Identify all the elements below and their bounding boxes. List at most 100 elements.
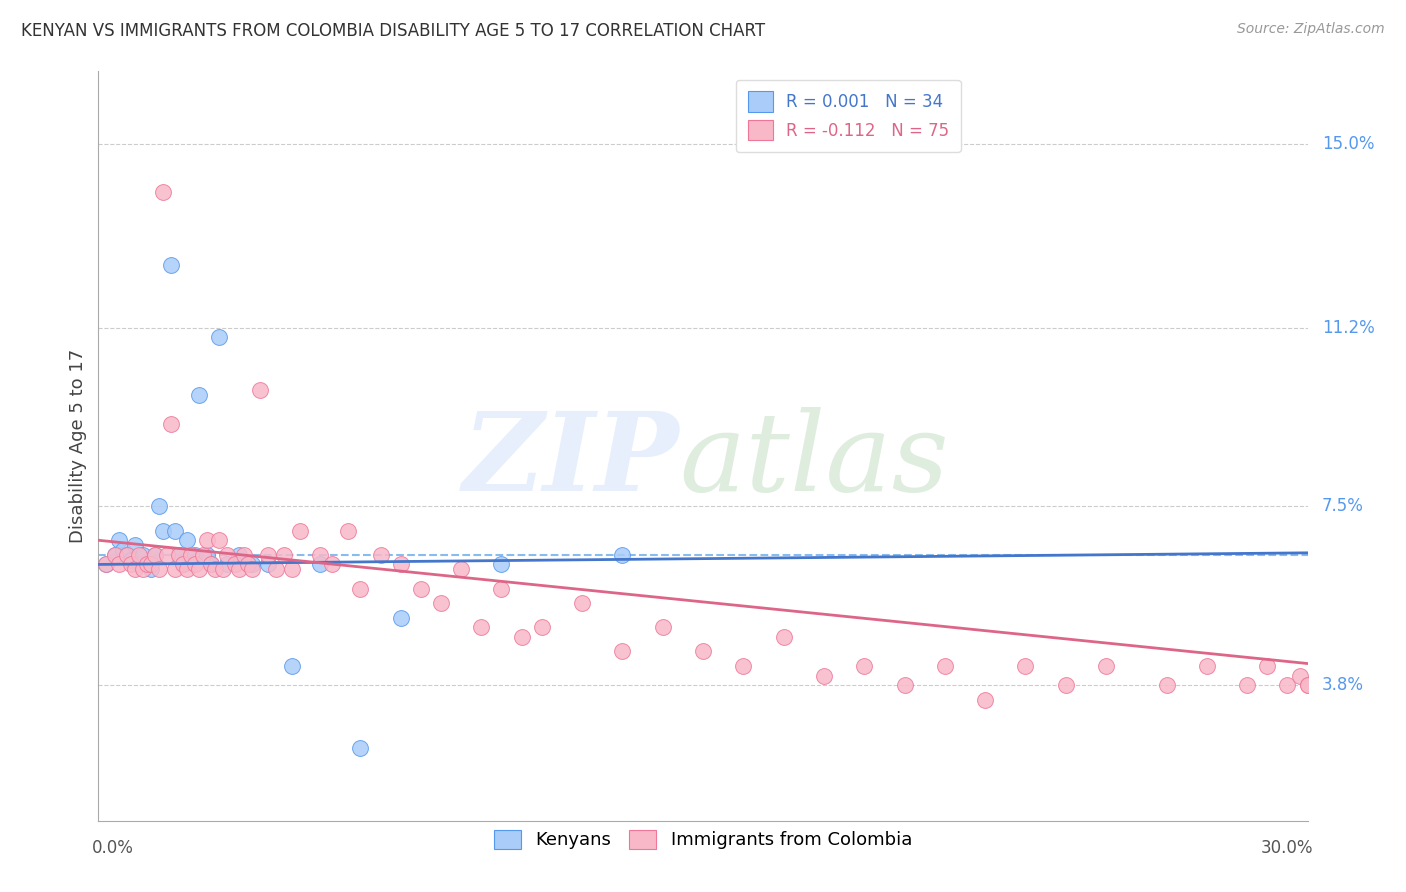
Point (1296, 678, 1319, 692)
Text: Source: ZipAtlas.com: Source: ZipAtlas.com (1237, 22, 1385, 37)
Point (200, 558, 222, 572)
Point (1156, 678, 1178, 692)
Text: atlas: atlas (679, 408, 949, 515)
Point (1236, 678, 1258, 692)
Point (491, 558, 513, 572)
Point (228, 562, 250, 576)
Point (1195, 659, 1218, 673)
Point (256, 548, 278, 562)
Point (430, 596, 453, 610)
Point (132, 548, 155, 562)
Point (204, 562, 226, 576)
Point (409, 582, 432, 596)
Point (1256, 659, 1278, 673)
Point (160, 258, 183, 272)
Point (143, 548, 166, 562)
Point (107, 533, 129, 548)
Point (224, 558, 246, 572)
Text: 0.0%: 0.0% (93, 839, 134, 857)
Point (612, 644, 634, 658)
Point (1288, 668, 1310, 682)
Point (152, 524, 174, 538)
Point (217, 548, 239, 562)
Point (309, 558, 332, 572)
Point (256, 558, 278, 572)
Point (217, 558, 239, 572)
Point (124, 538, 146, 552)
Point (160, 417, 183, 432)
Point (139, 562, 162, 576)
Point (156, 548, 179, 562)
Point (370, 548, 392, 562)
Point (115, 548, 138, 562)
Point (195, 533, 218, 548)
Point (167, 548, 190, 562)
Point (163, 524, 186, 538)
Point (172, 558, 194, 572)
Point (491, 582, 513, 596)
Point (148, 500, 170, 514)
Point (188, 562, 211, 576)
Point (1277, 678, 1299, 692)
Point (208, 330, 231, 344)
Point (281, 562, 304, 576)
Point (167, 548, 190, 562)
Point (349, 741, 371, 756)
Point (349, 582, 371, 596)
Text: KENYAN VS IMMIGRANTS FROM COLOMBIA DISABILITY AGE 5 TO 17 CORRELATION CHART: KENYAN VS IMMIGRANTS FROM COLOMBIA DISAB… (21, 22, 765, 40)
Point (321, 558, 343, 572)
Text: 30.0%: 30.0% (1261, 839, 1313, 857)
Point (232, 548, 254, 562)
Point (120, 552, 142, 566)
Point (176, 562, 198, 576)
Point (184, 548, 207, 562)
Point (1054, 678, 1077, 692)
Point (96, 558, 118, 572)
Point (450, 562, 472, 576)
Point (195, 548, 218, 562)
Point (470, 620, 492, 634)
Point (135, 558, 157, 572)
Point (135, 558, 157, 572)
Point (692, 644, 714, 658)
Point (974, 693, 997, 707)
Point (200, 558, 222, 572)
Point (281, 659, 304, 673)
Point (107, 558, 129, 572)
Point (193, 548, 215, 562)
Point (264, 562, 287, 576)
Point (124, 562, 146, 576)
Point (111, 543, 134, 558)
Point (510, 630, 533, 644)
Point (212, 562, 235, 576)
Point (176, 533, 198, 548)
Text: 7.5%: 7.5% (1322, 498, 1364, 516)
Point (1095, 659, 1118, 673)
Point (733, 659, 755, 673)
Point (389, 610, 412, 624)
Point (813, 668, 835, 682)
Point (651, 620, 673, 634)
Point (103, 548, 125, 562)
Point (1014, 659, 1036, 673)
Point (249, 384, 271, 398)
Point (853, 659, 876, 673)
Point (240, 562, 263, 576)
Legend: Kenyans, Immigrants from Colombia: Kenyans, Immigrants from Colombia (486, 822, 920, 856)
Text: 11.2%: 11.2% (1322, 318, 1375, 336)
Point (184, 558, 207, 572)
Point (115, 548, 138, 562)
Point (172, 558, 194, 572)
Point (148, 562, 170, 576)
Text: 3.8%: 3.8% (1322, 676, 1364, 694)
Point (152, 185, 174, 199)
Point (337, 524, 360, 538)
Point (128, 558, 150, 572)
Point (228, 548, 250, 562)
Point (208, 533, 231, 548)
Point (1296, 678, 1319, 692)
Point (893, 678, 915, 692)
Point (103, 548, 125, 562)
Point (934, 659, 956, 673)
Y-axis label: Disability Age 5 to 17: Disability Age 5 to 17 (69, 349, 87, 543)
